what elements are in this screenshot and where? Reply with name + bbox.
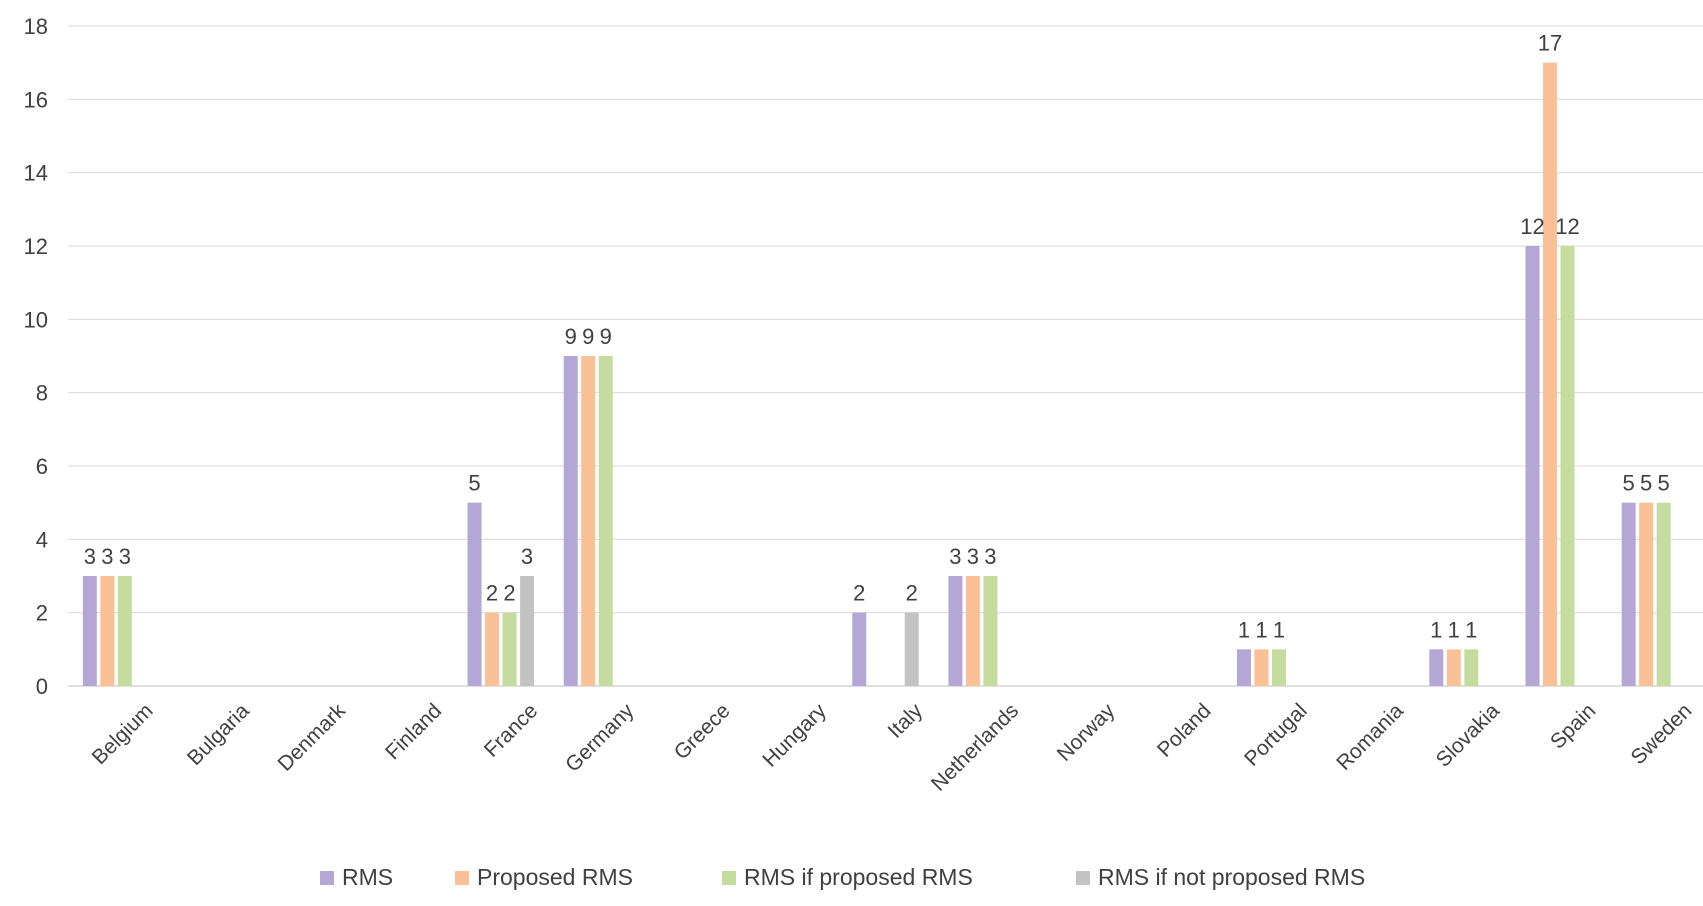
legend-swatch-1 xyxy=(320,871,334,885)
bar-netherlands-series-3 xyxy=(983,576,998,686)
y-tick-label-10: 10 xyxy=(24,307,48,332)
x-axis-categories: Belgium Bulgaria Denmark Finland France Germa… xyxy=(88,699,1697,796)
data-label-portugal-series-2: 1 xyxy=(1255,617,1267,642)
data-label-slovakia-series-1: 1 xyxy=(1430,617,1442,642)
category-label-norway: Norway xyxy=(1053,699,1120,766)
category-label-bulgaria: Bulgaria xyxy=(183,699,254,770)
data-label-france-series-1: 5 xyxy=(468,471,480,496)
y-tick-label-16: 16 xyxy=(24,87,48,112)
bar-france-series-4 xyxy=(520,576,535,686)
bar-spain-series-3 xyxy=(1560,246,1575,686)
legend-swatch-2 xyxy=(455,871,469,885)
data-label-netherlands-series-2: 3 xyxy=(967,544,979,569)
bar-belgium-series-1 xyxy=(82,576,97,686)
bar-italy-series-1 xyxy=(852,612,867,686)
bar-france-series-1 xyxy=(467,502,482,686)
bar-germany-series-3 xyxy=(598,356,613,686)
bar-germany-series-2 xyxy=(581,356,596,686)
data-label-sweden-series-2: 5 xyxy=(1640,471,1652,496)
data-label-italy-series-4: 2 xyxy=(906,581,918,606)
data-label-spain-series-2: 17 xyxy=(1538,31,1562,56)
bar-slovakia-series-2 xyxy=(1446,649,1461,686)
bar-slovakia-series-3 xyxy=(1464,649,1479,686)
legend-label-2: Proposed RMS xyxy=(477,864,633,890)
category-label-sweden: Sweden xyxy=(1627,699,1697,769)
legend-label-1: RMS xyxy=(342,864,393,890)
category-label-slovakia: Slovakia xyxy=(1432,699,1505,772)
y-tick-label-18: 18 xyxy=(24,14,48,39)
data-label-slovakia-series-3: 1 xyxy=(1465,617,1477,642)
y-tick-label-4: 4 xyxy=(36,527,48,552)
data-label-belgium-series-2: 3 xyxy=(101,544,113,569)
category-label-belgium: Belgium xyxy=(88,699,158,769)
legend: RMS Proposed RMS RMS if proposed RMS RMS if… xyxy=(320,864,1365,890)
bar-belgium-series-2 xyxy=(100,576,115,686)
data-label-sweden-series-3: 5 xyxy=(1658,471,1670,496)
bar-netherlands-series-1 xyxy=(948,576,963,686)
y-tick-label-2: 2 xyxy=(36,601,48,626)
bar-belgium-series-3 xyxy=(117,576,132,686)
bar-portugal-series-2 xyxy=(1254,649,1269,686)
data-label-spain-series-3: 12 xyxy=(1555,214,1579,239)
bar-sweden-series-3 xyxy=(1656,502,1671,686)
data-label-italy-series-1: 2 xyxy=(853,581,865,606)
bars xyxy=(82,62,1671,686)
y-tick-label-14: 14 xyxy=(24,161,48,186)
legend-label-3: RMS if proposed RMS xyxy=(744,864,973,890)
data-label-france-series-3: 2 xyxy=(503,581,515,606)
bar-spain-series-1 xyxy=(1525,246,1540,686)
data-label-germany-series-3: 9 xyxy=(600,324,612,349)
data-label-spain-series-1: 12 xyxy=(1520,214,1544,239)
data-label-portugal-series-3: 1 xyxy=(1273,617,1285,642)
data-label-belgium-series-3: 3 xyxy=(119,544,131,569)
y-axis-ticks: 0 2 4 6 8 10 12 14 16 18 xyxy=(24,14,48,699)
data-label-germany-series-2: 9 xyxy=(582,324,594,349)
category-label-germany: Germany xyxy=(561,699,639,777)
data-label-belgium-series-1: 3 xyxy=(84,544,96,569)
category-label-netherlands: Netherlands xyxy=(927,699,1023,795)
y-tick-label-8: 8 xyxy=(36,381,48,406)
y-tick-label-0: 0 xyxy=(36,674,48,699)
data-label-slovakia-series-2: 1 xyxy=(1448,617,1460,642)
data-label-netherlands-series-1: 3 xyxy=(949,544,961,569)
category-label-finland: Finland xyxy=(381,699,446,764)
bar-france-series-2 xyxy=(485,612,500,686)
bar-slovakia-series-1 xyxy=(1429,649,1444,686)
category-label-italy: Italy xyxy=(884,699,928,743)
data-label-france-series-2: 2 xyxy=(486,581,498,606)
legend-label-4: RMS if not proposed RMS xyxy=(1098,864,1365,890)
category-label-greece: Greece xyxy=(670,699,735,764)
bar-portugal-series-3 xyxy=(1271,649,1286,686)
category-label-spain: Spain xyxy=(1546,699,1600,753)
category-label-poland: Poland xyxy=(1153,699,1216,762)
bar-spain-series-2 xyxy=(1542,62,1557,686)
data-label-france-series-4: 3 xyxy=(521,544,533,569)
category-label-romania: Romania xyxy=(1332,699,1408,775)
y-tick-label-12: 12 xyxy=(24,234,48,259)
bar-netherlands-series-2 xyxy=(965,576,980,686)
y-tick-label-6: 6 xyxy=(36,454,48,479)
category-label-portugal: Portugal xyxy=(1240,699,1312,771)
category-label-hungary: Hungary xyxy=(758,699,831,772)
bar-italy-series-4 xyxy=(904,612,919,686)
bar-germany-series-1 xyxy=(563,356,578,686)
data-label-germany-series-1: 9 xyxy=(565,324,577,349)
bar-sweden-series-2 xyxy=(1639,502,1654,686)
data-label-portugal-series-1: 1 xyxy=(1238,617,1250,642)
bar-france-series-3 xyxy=(502,612,517,686)
legend-swatch-3 xyxy=(722,871,736,885)
legend-swatch-4 xyxy=(1076,871,1090,885)
gridlines xyxy=(68,25,1703,687)
data-label-netherlands-series-3: 3 xyxy=(984,544,996,569)
bar-sweden-series-1 xyxy=(1621,502,1636,686)
category-label-denmark: Denmark xyxy=(273,699,350,776)
bar-portugal-series-1 xyxy=(1236,649,1251,686)
category-label-france: France xyxy=(480,699,542,761)
data-label-sweden-series-1: 5 xyxy=(1623,471,1635,496)
